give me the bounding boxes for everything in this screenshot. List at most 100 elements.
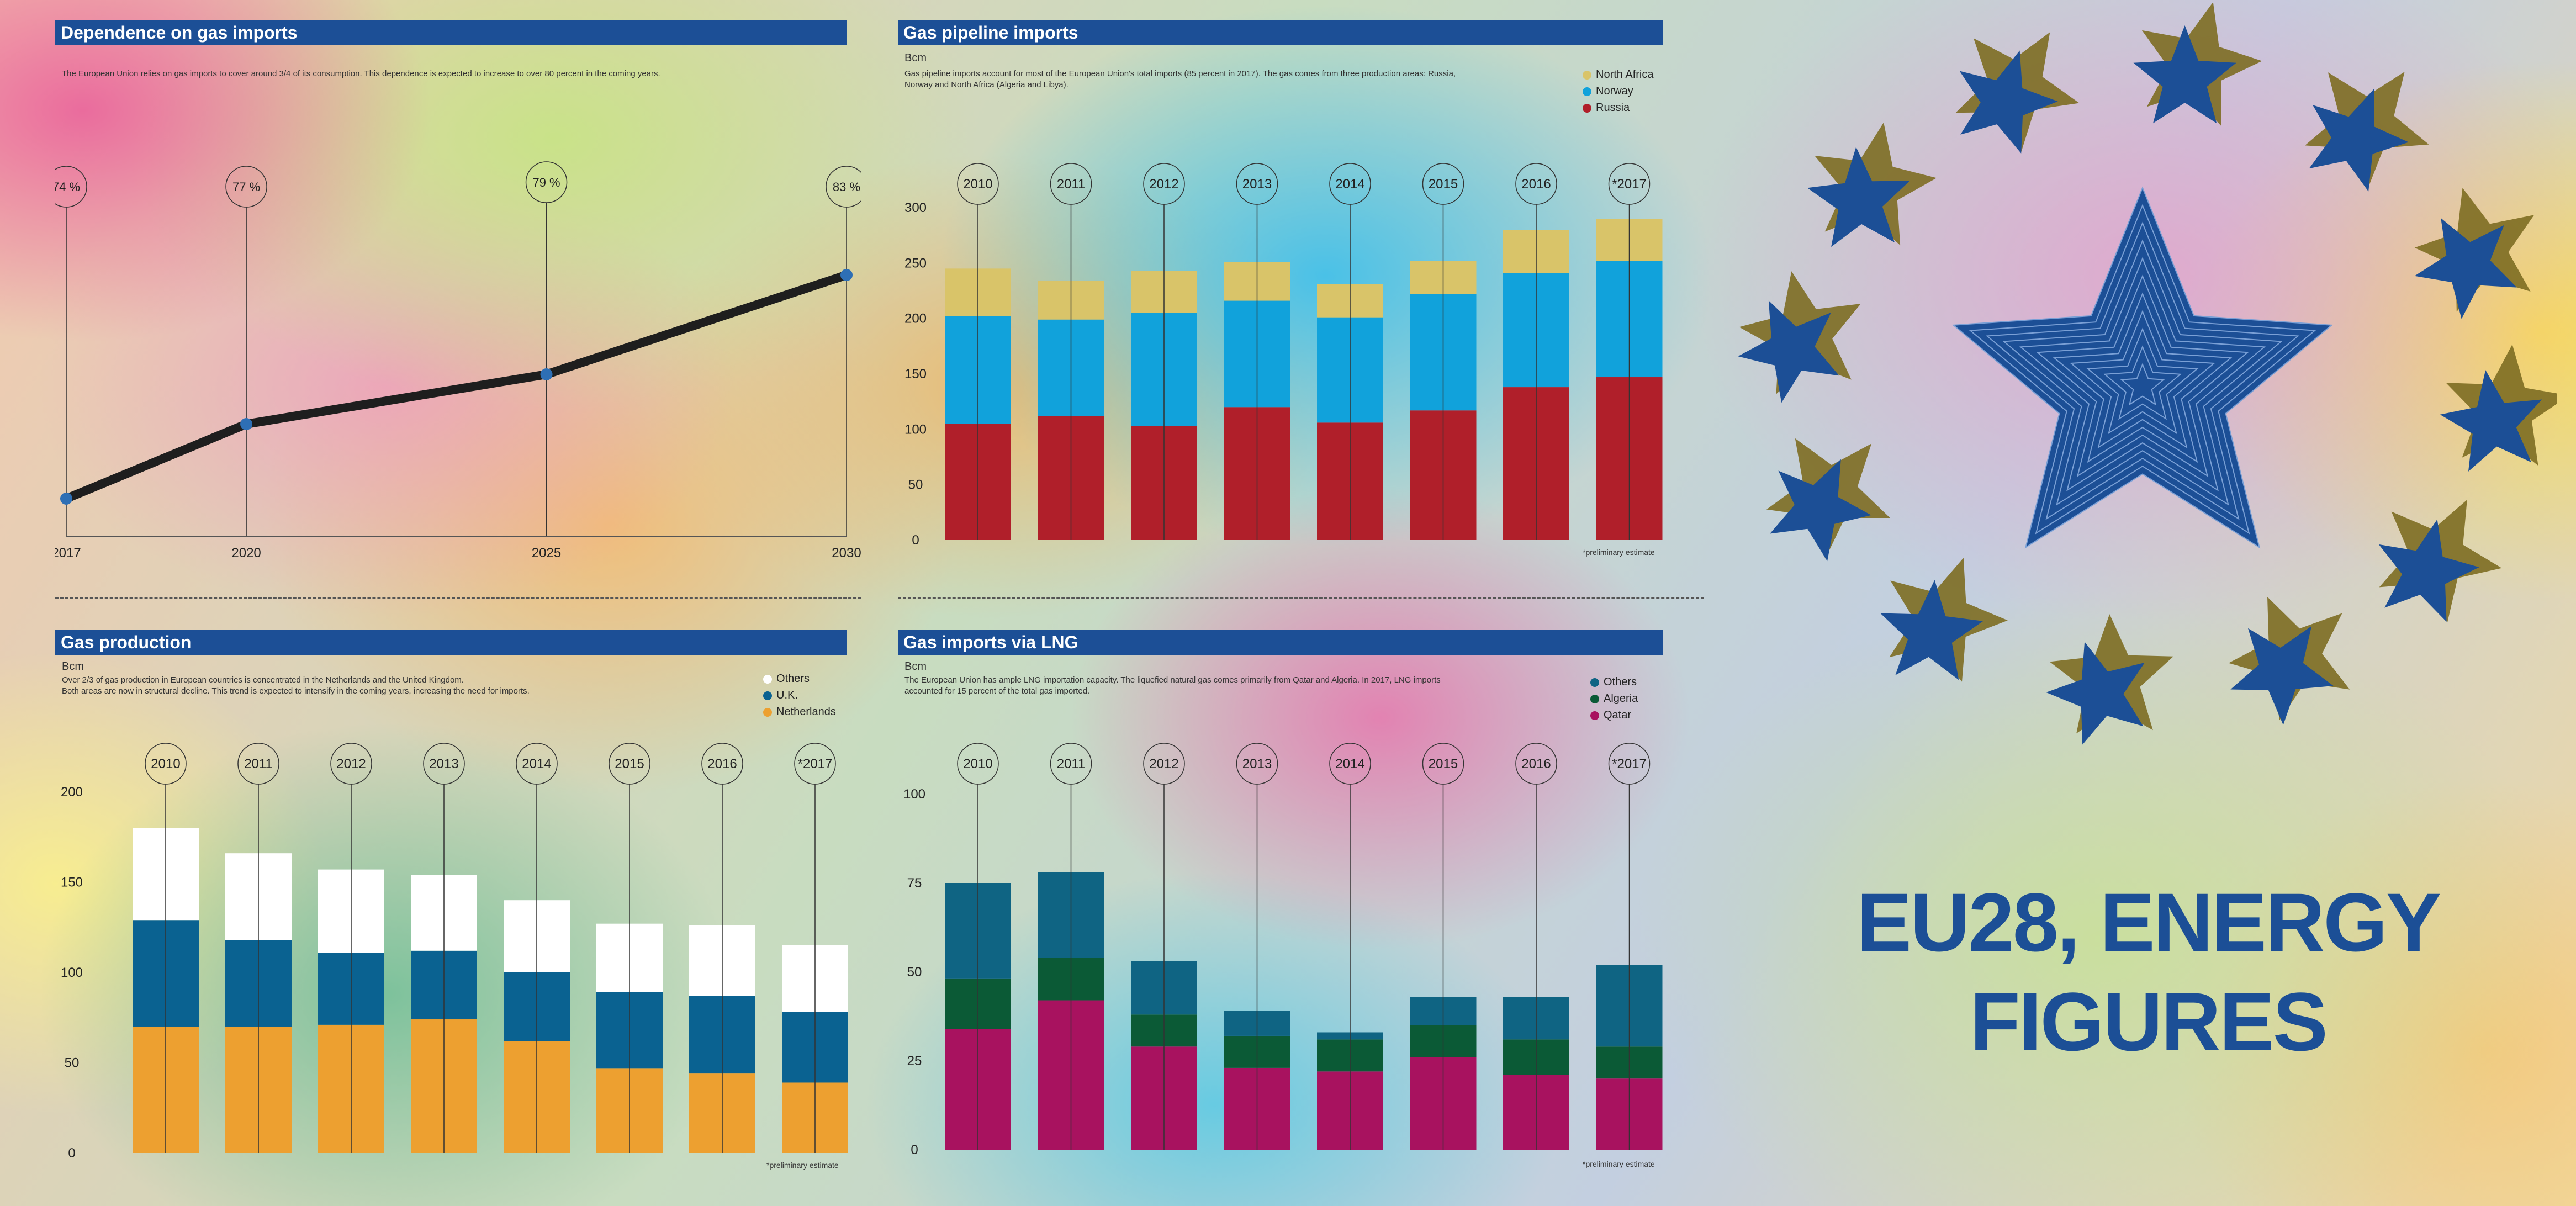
legend-item-north-africa: North Africa xyxy=(1583,66,1653,83)
year-bubble xyxy=(701,743,743,785)
center-star-ring xyxy=(1952,186,2333,549)
x-tick-label: 2015 xyxy=(1429,757,1458,771)
center-star-ring xyxy=(1985,221,2300,520)
production-panel: Gas production Bcm Over 2/3 of gas produ… xyxy=(55,630,861,1182)
blue-star xyxy=(1738,300,1839,403)
data-label: 83 % xyxy=(833,180,860,194)
data-label: 74 % xyxy=(55,180,80,194)
x-tick-label: 2014 xyxy=(1335,177,1364,192)
pipeline-unit: Bcm xyxy=(904,52,927,64)
value-bubble xyxy=(826,166,861,208)
center-star-ring xyxy=(2086,327,2199,435)
blue-star xyxy=(1880,580,1983,680)
blue-star xyxy=(2309,88,2409,192)
legend-label: Netherlands xyxy=(776,706,836,718)
x-tick-label: 2011 xyxy=(1057,177,1086,192)
dependence-title: Dependence on gas imports xyxy=(55,20,847,45)
center-star-ring xyxy=(2120,363,2165,406)
lng-note: *preliminary estimate xyxy=(1583,1160,1655,1168)
pipeline-panel: Gas pipeline imports Bcm Gas pipeline im… xyxy=(898,20,1710,572)
production-unit: Bcm xyxy=(62,660,84,673)
x-tick-label: 2015 xyxy=(1429,177,1458,192)
data-label: 79 % xyxy=(532,176,560,189)
x-tick-label: 2014 xyxy=(522,757,551,771)
hero-title-line1: EU28, ENERGY xyxy=(1856,876,2441,969)
divider-right xyxy=(898,597,1704,599)
year-bubble xyxy=(1422,163,1464,205)
blue-star xyxy=(2046,642,2145,745)
year-bubble xyxy=(145,743,187,785)
center-star-ring xyxy=(2070,310,2215,449)
y-tick-label: 200 xyxy=(61,785,83,800)
year-bubble xyxy=(1422,743,1464,785)
legend-swatch xyxy=(1583,87,1591,96)
legend-swatch xyxy=(1583,103,1591,113)
center-star-ring xyxy=(2053,292,2233,463)
legend-item-uk: U.K. xyxy=(763,687,836,704)
y-tick-label: 250 xyxy=(904,256,927,271)
legend-item-others: Others xyxy=(763,670,836,687)
legend-swatch xyxy=(763,707,772,717)
x-tick-label: 2012 xyxy=(1149,757,1178,771)
legend-swatch xyxy=(1590,678,1599,687)
center-star-ring xyxy=(2002,239,2283,506)
lng-title: Gas imports via LNG xyxy=(898,630,1663,655)
x-tick-label: 2012 xyxy=(1149,177,1178,192)
center-star-ring xyxy=(1969,204,2316,535)
data-point xyxy=(240,418,253,430)
year-bubble xyxy=(423,743,465,785)
x-tick-label: 2011 xyxy=(244,757,273,771)
legend-label: Qatar xyxy=(1604,709,1632,721)
blue-star xyxy=(1959,50,2058,154)
y-tick-label: 100 xyxy=(61,965,83,980)
x-tick-label: *2017 xyxy=(1612,177,1647,192)
value-bubble xyxy=(225,166,267,208)
legend-swatch xyxy=(763,674,772,684)
blue-star xyxy=(2378,519,2479,622)
y-tick-label: 75 xyxy=(907,876,922,891)
dependence-panel: Dependence on gas imports The European U… xyxy=(55,20,861,572)
data-point xyxy=(540,368,553,380)
legend-label: Norway xyxy=(1596,85,1633,97)
year-bubble xyxy=(1050,163,1092,205)
divider-left xyxy=(55,597,861,599)
x-tick-label: 2013 xyxy=(1242,177,1272,192)
legend-label: U.K. xyxy=(776,689,798,701)
blue-star xyxy=(2414,218,2517,319)
legend-item-lng-others: Others xyxy=(1590,674,1638,690)
y-tick-label: 50 xyxy=(908,478,923,493)
lng-bar-chart: 0 25 50 75 100 2010 2011 2012 2013 2014 2015 2016 *2… xyxy=(903,743,1663,1157)
year-bubble xyxy=(957,163,999,205)
eu-stars-icon xyxy=(1738,2,2557,745)
pipeline-bar-chart: 0 50 100 150 200 250 300 2010 2011 2012 2013 2014 20… xyxy=(904,163,1663,548)
y-tick-label: 50 xyxy=(65,1056,80,1071)
pipeline-description: Gas pipeline imports account for most of… xyxy=(904,69,1456,89)
blue-star xyxy=(1770,459,1871,562)
x-tick-label: 2010 xyxy=(963,177,992,192)
x-tick-label: 2030 xyxy=(832,546,861,560)
value-bubble xyxy=(55,166,87,208)
x-tick-label: 2010 xyxy=(963,757,992,771)
lng-description: The European Union has ample LNG importa… xyxy=(904,675,1441,696)
center-star-ring xyxy=(2019,257,2266,491)
y-tick-label: 150 xyxy=(904,367,927,382)
x-tick-label: *2017 xyxy=(798,757,833,771)
lng-legend: Others Algeria Qatar xyxy=(1590,674,1638,723)
x-tick-label: 2016 xyxy=(1521,757,1551,771)
legend-label: Others xyxy=(776,673,810,685)
year-bubble xyxy=(1236,743,1278,785)
x-tick-label: 2013 xyxy=(1242,757,1272,771)
year-bubble xyxy=(1050,743,1092,785)
production-description: Over 2/3 of gas production in European c… xyxy=(62,675,530,696)
year-bubble xyxy=(1329,743,1371,785)
series-line xyxy=(62,271,851,503)
legend-item-norway: Norway xyxy=(1583,83,1653,99)
production-legend: Others U.K. Netherlands xyxy=(763,670,836,720)
year-bubble xyxy=(237,743,279,785)
legend-label: North Africa xyxy=(1596,68,1654,81)
year-bubble xyxy=(957,743,999,785)
y-tick-label: 100 xyxy=(904,422,927,437)
x-tick-label: 2013 xyxy=(429,757,458,771)
production-note: *preliminary estimate xyxy=(766,1161,839,1170)
year-bubble xyxy=(1515,163,1557,205)
